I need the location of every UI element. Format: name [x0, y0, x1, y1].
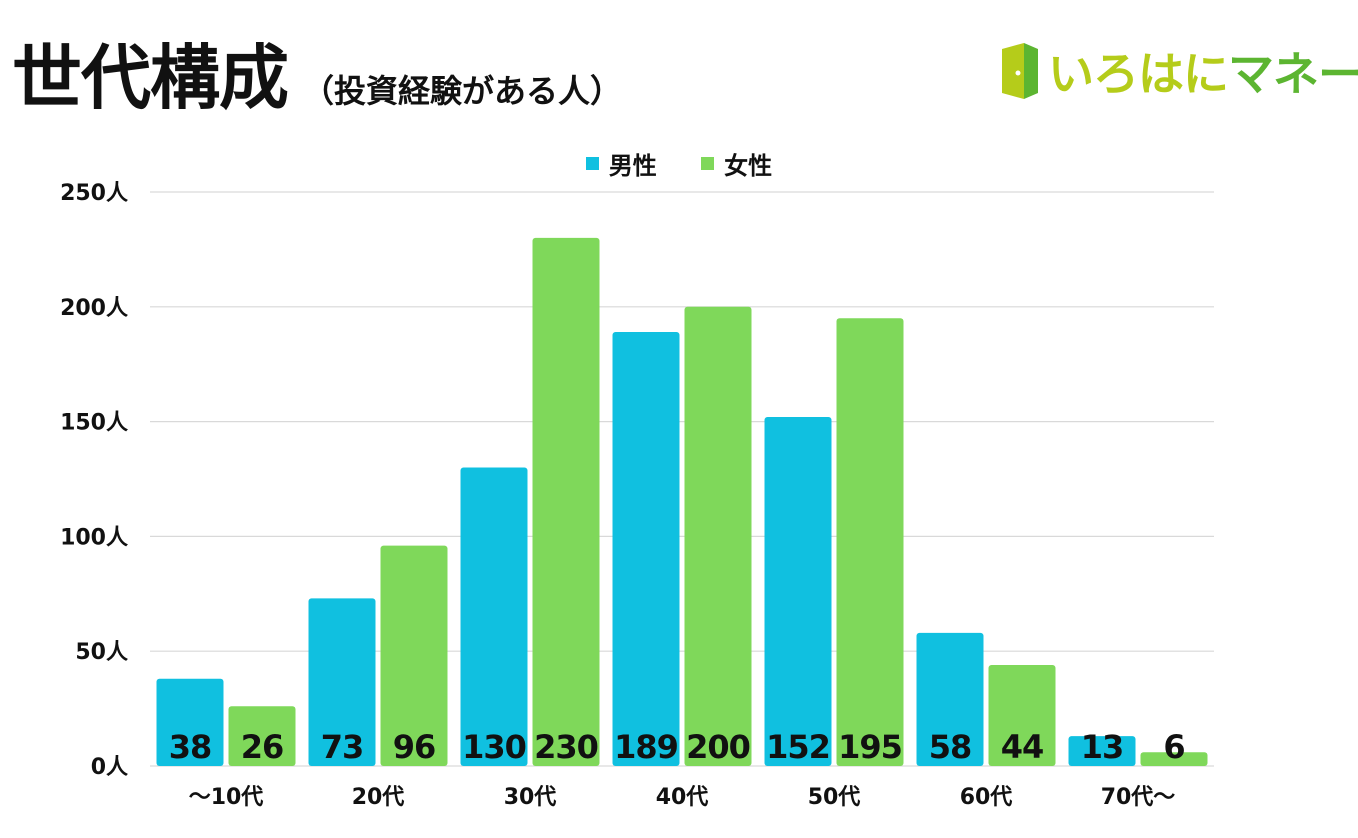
y-tick-label: 0人 — [91, 755, 128, 780]
chart-subtitle: （投資経験がある人） — [302, 72, 623, 110]
x-tick-label: 60代 — [960, 785, 1013, 810]
bar-female — [228, 706, 296, 766]
y-tick-label: 250人 — [60, 181, 128, 206]
data-label: 44 — [1001, 728, 1044, 766]
y-tick-label: 200人 — [60, 296, 128, 321]
y-tick-label: 50人 — [75, 640, 128, 665]
brand-name: いろはにマネー — [1048, 47, 1358, 101]
x-tick-label: 50代 — [808, 785, 861, 810]
data-label: 195 — [838, 728, 902, 766]
bar-female — [380, 545, 448, 766]
chart-title-block: 世代構成 （投資経験がある人） — [12, 22, 622, 123]
x-tick-label: 30代 — [504, 785, 557, 810]
bar-male — [460, 467, 528, 766]
bar-male — [764, 417, 832, 766]
data-label: 130 — [462, 728, 526, 766]
bar-male — [612, 332, 680, 766]
legend-item-male: 男性 — [585, 146, 657, 181]
data-label: 96 — [393, 728, 436, 766]
data-label: 200 — [686, 728, 750, 766]
data-label: 38 — [169, 728, 212, 766]
legend-swatch-male — [585, 157, 599, 170]
x-tick-label: 〜10代 — [189, 785, 264, 810]
bar-male — [1068, 736, 1136, 766]
chart-title: 世代構成 — [12, 37, 289, 119]
data-label: 26 — [241, 728, 284, 766]
data-label: 189 — [614, 728, 678, 766]
legend-swatch-female — [701, 157, 715, 170]
bar-female — [684, 306, 752, 766]
bar-male — [156, 678, 224, 766]
data-label: 58 — [929, 728, 972, 766]
x-tick-label: 40代 — [656, 785, 709, 810]
bar-female — [836, 318, 904, 766]
bar-female — [532, 237, 600, 767]
x-tick-label: 70代〜 — [1101, 785, 1176, 810]
chart-legend: 男性 女性 — [0, 146, 1358, 181]
x-tick-label: 20代 — [352, 785, 405, 810]
data-label: 13 — [1081, 728, 1124, 766]
legend-label-male: 男性 — [608, 152, 657, 180]
bar-female — [1140, 752, 1208, 766]
data-label: 6 — [1163, 728, 1184, 766]
data-label: 73 — [321, 728, 364, 766]
bar-female — [988, 664, 1056, 766]
y-tick-label: 150人 — [60, 411, 128, 436]
data-label: 152 — [766, 728, 830, 766]
door-icon — [1002, 43, 1038, 99]
y-tick-label: 100人 — [60, 525, 128, 550]
brand-logo: いろはにマネー — [998, 38, 1358, 104]
bar-male — [916, 632, 984, 766]
bar-male — [308, 598, 376, 766]
legend-label-female: 女性 — [724, 152, 773, 180]
legend-item-female: 女性 — [701, 146, 772, 181]
data-label: 230 — [534, 728, 598, 766]
